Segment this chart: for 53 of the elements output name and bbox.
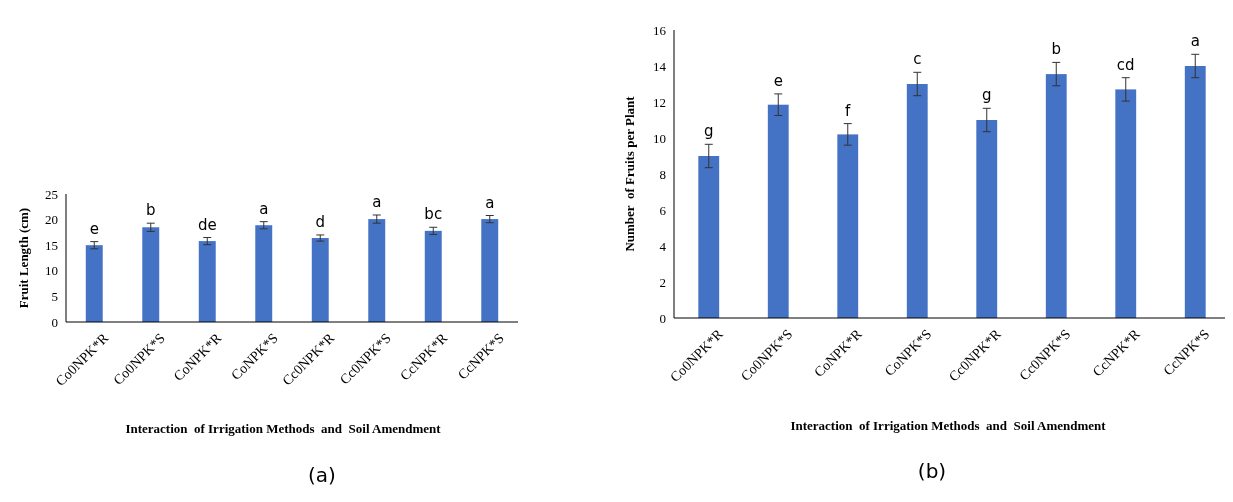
y-axis-title: Number of Fruits per Plant (622, 95, 637, 252)
x-axis-title: Interaction of Irrigation Methods and Soil Amendment (790, 418, 1107, 433)
y-tick-label: 0 (51, 314, 58, 330)
annotation: c (913, 50, 922, 69)
y-tick-label: 4 (659, 238, 667, 254)
text: (a) (308, 463, 336, 487)
annotation: de (197, 215, 217, 234)
bar (837, 134, 859, 318)
bar (767, 104, 789, 318)
bar (698, 156, 720, 318)
annotation: f (845, 101, 852, 120)
bar (85, 245, 103, 322)
annotation: bc (424, 205, 443, 224)
bar (255, 225, 273, 322)
y-tick-label: 6 (659, 202, 667, 218)
annotation: a (259, 199, 269, 218)
annotation: d (315, 212, 326, 231)
bar (481, 219, 499, 322)
bar (1184, 66, 1206, 318)
y-tick-label: 20 (45, 212, 58, 228)
y-tick-label: 2 (659, 274, 666, 290)
annotation: a (485, 193, 495, 212)
text: (b) (917, 459, 947, 483)
y-tick-label: 14 (653, 58, 667, 74)
annotation: b (145, 201, 156, 220)
x-axis-title: Interaction of Irrigation Methods and Soil Amendment (125, 421, 442, 436)
annotation: e (773, 71, 783, 90)
y-axis-title: Fruit Length (cm) (16, 207, 31, 309)
annotation: a (1190, 32, 1200, 51)
bar (1115, 89, 1137, 318)
annotation: b (1051, 40, 1062, 59)
bar (198, 241, 216, 322)
y-tick-label: 12 (653, 94, 666, 110)
annotation: a (372, 192, 382, 211)
y-tick-label: 0 (659, 310, 666, 326)
y-tick-label: 5 (51, 288, 58, 304)
annotation: g (981, 86, 992, 105)
y-tick-label: 25 (45, 186, 58, 202)
bar (976, 120, 998, 318)
y-tick-label: 10 (45, 263, 58, 279)
y-tick-label: 15 (45, 237, 58, 253)
annotation: cd (1116, 55, 1135, 74)
bar (368, 219, 386, 322)
y-tick-label: 8 (659, 166, 666, 182)
bar (424, 230, 442, 322)
annotation: e (89, 219, 99, 238)
bar (906, 84, 928, 318)
bar (311, 238, 329, 322)
annotation: g (703, 122, 714, 141)
bar (142, 227, 160, 322)
y-tick-label: 10 (653, 130, 666, 146)
bar (1045, 74, 1067, 318)
y-tick-label: 16 (653, 22, 667, 38)
